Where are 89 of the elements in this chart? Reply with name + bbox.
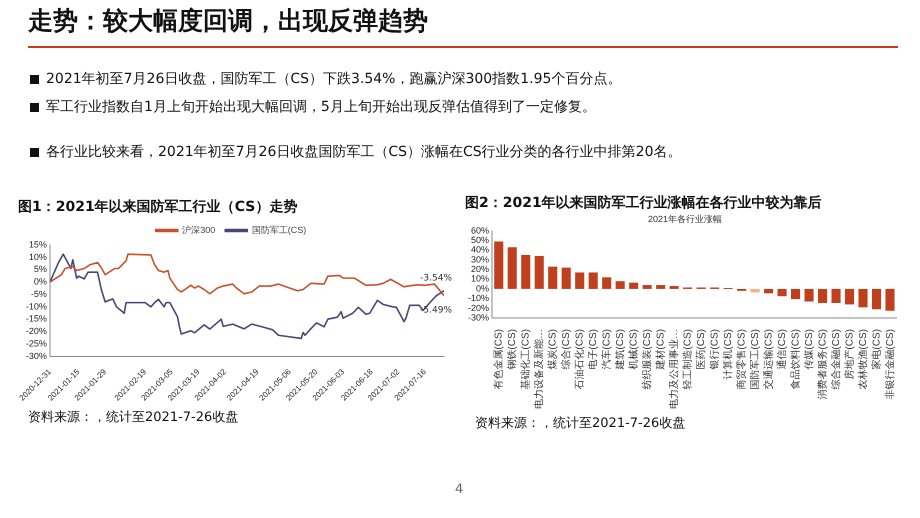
bar xyxy=(885,288,895,311)
x-tick-label: 银行(CS) xyxy=(709,329,720,371)
x-tick-label: 建材(CS) xyxy=(654,329,666,371)
x-tick-label: 医药(CS) xyxy=(694,329,707,370)
y-tick-label: -30% xyxy=(26,350,47,361)
y-tick-label: -20% xyxy=(26,326,47,336)
x-tick-label: 综合金融(CS) xyxy=(830,329,842,390)
y-tick-label: 10% xyxy=(470,274,490,284)
bar xyxy=(764,288,774,294)
y-tick-label: 30% xyxy=(470,254,490,264)
y-tick-label: 15% xyxy=(28,239,47,250)
x-tick-label: 基础化工(CS) xyxy=(519,329,532,390)
y-tick-label: -10% xyxy=(468,293,490,304)
x-tick-label: 传媒(CS) xyxy=(804,329,815,370)
bar xyxy=(818,288,828,303)
y-tick-label: -5% xyxy=(30,288,47,299)
bar xyxy=(831,288,841,303)
x-tick-label: 商贸零售(CS) xyxy=(735,329,748,390)
bar xyxy=(562,268,571,289)
y-tick-label: 5% xyxy=(34,264,47,274)
x-tick-label: 计算机(CS) xyxy=(722,329,734,380)
y-tick-label: -30% xyxy=(468,312,490,322)
x-tick-label: 电力及公用事业… xyxy=(668,329,680,409)
bar xyxy=(656,285,666,289)
x-tick-label: 消费者服务(CS) xyxy=(816,329,828,400)
y-tick-label: 0% xyxy=(476,283,490,294)
bar xyxy=(602,277,612,289)
bar xyxy=(791,288,800,300)
x-tick-label: 机械(CS) xyxy=(627,329,640,370)
bar xyxy=(616,281,625,289)
y-tick-label: 50% xyxy=(470,234,490,245)
text: 2021年初至7月26日收盘，国防军工（CS）下跌3.54%，跑赢沪深300指数1.95个百分点。 xyxy=(46,70,622,88)
bar xyxy=(804,288,814,302)
x-tick-label: 家电(CS) xyxy=(870,329,882,370)
x-tick-label: 煤炭(CS) xyxy=(546,329,558,370)
y-tick-label: -10% xyxy=(26,301,47,312)
x-tick-label: 石油石化(CS) xyxy=(573,329,586,390)
y-tick-label: 40% xyxy=(470,244,490,255)
bar xyxy=(548,266,558,289)
bar xyxy=(629,282,638,289)
bar xyxy=(588,272,598,289)
text: 军工行业指数自1月上旬开始出现大幅回调，5月上旬开始出现反弹估值得到了一定修复。 xyxy=(46,98,596,116)
text: 资料来源：，统计至2021-7-26收盘 xyxy=(475,415,686,432)
bar xyxy=(575,272,584,289)
y-tick-label: -25% xyxy=(26,338,47,348)
bar xyxy=(872,288,882,310)
x-tick-label: 纺织服装(CS) xyxy=(640,329,653,390)
bar xyxy=(534,256,544,289)
bar xyxy=(858,288,868,308)
x-tick-label: 食品饮料(CS) xyxy=(789,329,802,390)
chart-title: 图2：2021年以来国防军工行业涨幅在各行业中较为靠后 xyxy=(465,194,823,212)
bar xyxy=(508,247,517,289)
annotation: -3.54% xyxy=(420,274,452,284)
x-tick-label: 国防军工(CS) xyxy=(748,329,761,390)
bar xyxy=(521,255,530,289)
bar xyxy=(778,288,787,296)
x-tick-label: 电子(CS) xyxy=(586,329,599,370)
y-tick-label: 60% xyxy=(470,225,490,236)
text: 资料来源：，统计至2021-7-26收盘 xyxy=(28,409,240,426)
x-tick-label: 轻工制造(CS) xyxy=(681,329,694,390)
annotation: -5.49% xyxy=(420,306,452,316)
x-tick-label: 交通运输(CS) xyxy=(762,329,774,390)
bar xyxy=(844,288,854,304)
x-tick-label: 建筑(CS) xyxy=(614,329,626,371)
bar xyxy=(750,288,760,292)
text: 走势：较大幅度回调，出现反弹趋势 xyxy=(28,5,428,37)
x-tick-label: 汽车(CS) xyxy=(600,329,612,370)
x-tick-label: 有色金属(CS) xyxy=(492,329,505,390)
y-tick-label: 20% xyxy=(470,264,490,274)
x-tick-label: 电力设备及新能… xyxy=(532,329,545,409)
text: 各行业比较来看，2021年初至7月26日收盘国防军工（CS）涨幅在CS行业分类的各行业中排第20名。 xyxy=(46,143,682,161)
x-tick-label: 房地产(CS) xyxy=(843,329,856,380)
y-tick-label: 0% xyxy=(34,276,47,287)
bar xyxy=(494,241,504,289)
x-tick-label: 农林牧渔(CS) xyxy=(856,329,869,390)
x-tick-label: 综合(CS) xyxy=(560,329,572,370)
y-tick-label: 10% xyxy=(28,252,47,262)
chart-title: 图1：2021年以来国防军工行业（CS）走势 xyxy=(18,198,298,216)
legend-label: 沪深300 xyxy=(182,224,216,235)
bar xyxy=(642,285,652,289)
x-tick-label: 非银行金融(CS) xyxy=(884,329,896,400)
x-tick-label: 通信(CS) xyxy=(776,329,788,370)
y-tick-label: -20% xyxy=(468,302,490,313)
text: 4 xyxy=(455,482,464,497)
legend-label: 国防军工(CS) xyxy=(252,224,306,235)
bar xyxy=(670,286,679,289)
x-tick-label: 钢铁(CS) xyxy=(506,329,518,371)
y-tick-label: -15% xyxy=(26,314,47,324)
chart-subtitle: 2021年各行业涨幅 xyxy=(648,214,722,224)
